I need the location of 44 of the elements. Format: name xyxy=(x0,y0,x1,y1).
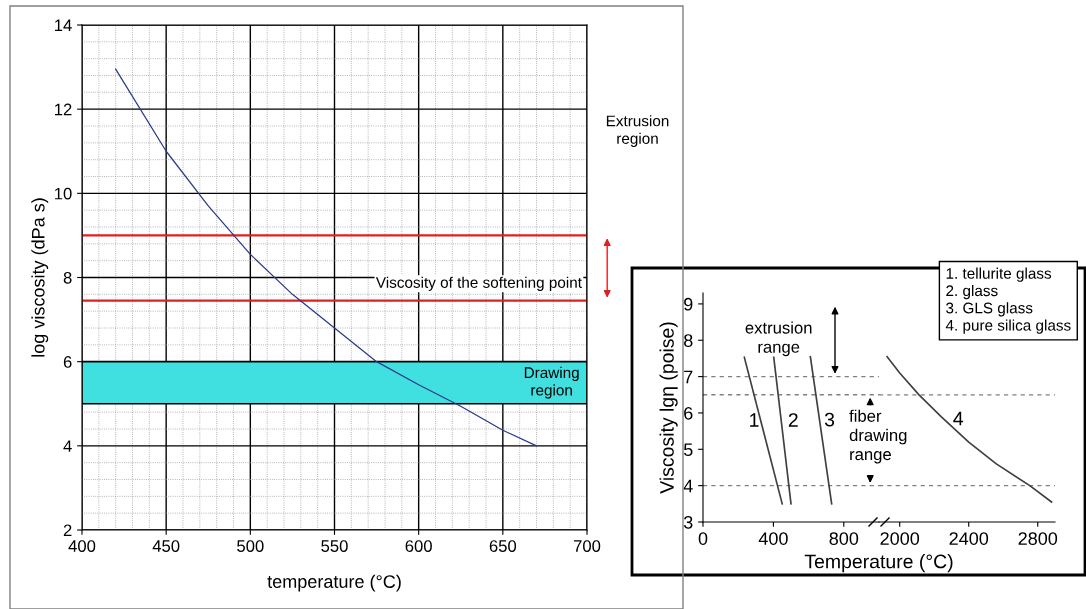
y-tick-label: 10 xyxy=(55,187,72,200)
y-tick-label: 6 xyxy=(684,406,693,420)
x-tick-label: 500 xyxy=(237,540,264,552)
y-axis-title: Viscosity lgη (poise) xyxy=(659,322,678,494)
y-tick-label: 12 xyxy=(55,103,72,116)
x-tick-label: 800 xyxy=(829,532,859,545)
x-tick-label: 400 xyxy=(758,532,788,545)
x-tick-label: 550 xyxy=(321,540,348,552)
x-tick-label: 2800 xyxy=(1018,532,1058,545)
band-label: Drawing region xyxy=(524,366,579,399)
annotation: extrusion range xyxy=(745,321,812,357)
annotation: 3 xyxy=(824,412,835,427)
y-tick-label: 9 xyxy=(684,297,693,311)
x-axis-title: Temperature (°C) xyxy=(804,554,953,573)
x-tick-label: 450 xyxy=(152,540,180,552)
annotation: 2 xyxy=(788,413,798,427)
y-tick-label: 8 xyxy=(63,271,72,284)
x-tick-label: 700 xyxy=(573,540,601,552)
text: 1. tellurite glass xyxy=(946,267,1052,282)
y-axis-title: log viscosity (dPa s) xyxy=(31,198,49,357)
annotation: fiber drawing range xyxy=(849,409,907,464)
y-tick-label: 14 xyxy=(55,19,72,32)
annotation: 1 xyxy=(750,413,759,427)
text: 2. glass xyxy=(946,284,998,300)
y-tick-label: 2 xyxy=(63,524,72,537)
text: Extrusion region xyxy=(606,115,669,147)
text: 3. GLS glass xyxy=(946,302,1033,317)
x-tick-label: 650 xyxy=(489,540,517,552)
annotation: 4 xyxy=(953,411,964,426)
x-tick-label: 600 xyxy=(405,540,432,552)
legend-label: Viscosity of the softening point xyxy=(375,276,582,291)
y-tick-label: 6 xyxy=(63,356,72,368)
x-tick-label: 0 xyxy=(698,532,708,545)
x-tick-label: 2000 xyxy=(880,532,920,545)
y-tick-label: 4 xyxy=(683,479,693,493)
y-tick-label: 4 xyxy=(63,440,72,452)
y-tick-label: 8 xyxy=(684,334,693,347)
x-axis-title: temperature (°C) xyxy=(267,574,401,592)
x-tick-label: 2400 xyxy=(949,532,989,545)
y-tick-label: 3 xyxy=(683,515,693,529)
x-tick-label: 400 xyxy=(68,540,96,552)
text: 4. pure silica glass xyxy=(945,319,1071,334)
y-tick-label: 5 xyxy=(683,443,693,457)
y-tick-label: 7 xyxy=(684,370,693,384)
